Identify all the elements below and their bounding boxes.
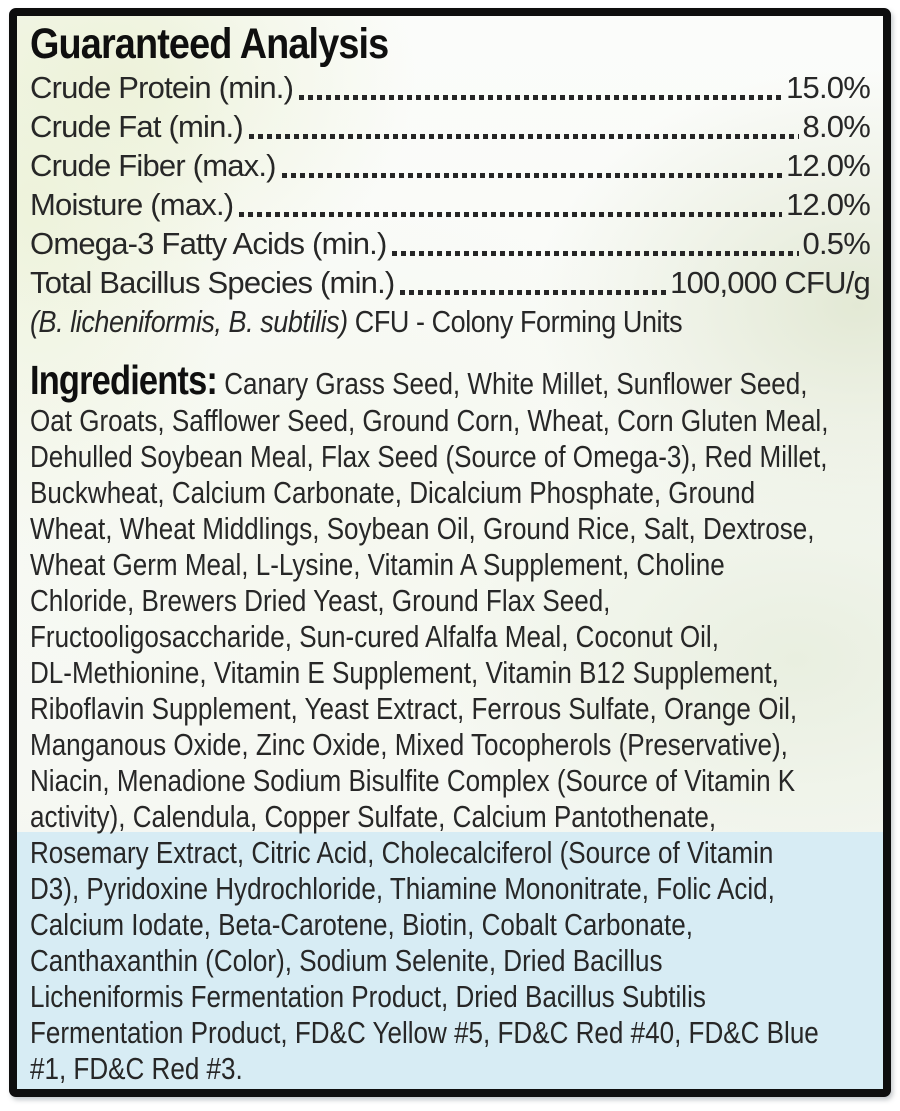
dot-leader bbox=[392, 251, 799, 256]
analysis-row-value: 12.0% bbox=[786, 148, 871, 183]
cfu-note-species: (B. licheniformis, B. subtilis) bbox=[30, 304, 348, 339]
ingredients-line: activity), Calendula, Copper Sulfate, Ca… bbox=[30, 799, 717, 834]
dot-leader bbox=[281, 173, 783, 178]
cfu-note-definition: CFU - Colony Forming Units bbox=[347, 304, 683, 339]
analysis-row: Omega-3 Fatty Acids (min.) 0.5% bbox=[30, 224, 871, 263]
guaranteed-analysis-title: Guaranteed Analysis bbox=[30, 20, 389, 68]
ingredients-line: Manganous Oxide, Zinc Oxide, Mixed Tocop… bbox=[30, 727, 788, 762]
ingredients-line: Calcium Iodate, Beta-Carotene, Biotin, C… bbox=[30, 907, 693, 942]
ingredients-line: Licheniformis Fermentation Product, Drie… bbox=[30, 979, 706, 1014]
ingredients-line: #1, FD&C Red #3. bbox=[30, 1051, 243, 1086]
analysis-row-name: Moisture (max.) bbox=[30, 187, 234, 222]
ingredients-line: D3), Pyridoxine Hydrochloride, Thiamine … bbox=[30, 871, 775, 906]
analysis-row-name: Crude Protein (min.) bbox=[30, 70, 294, 105]
ingredients-line: Canthaxanthin (Color), Sodium Selenite, … bbox=[30, 943, 663, 978]
analysis-row-value: 15.0% bbox=[786, 70, 871, 105]
analysis-row-value: 100,000 CFU/g bbox=[670, 265, 871, 300]
ingredients-line: Ingredients: Canary Grass Seed, White Mi… bbox=[30, 357, 808, 403]
ingredients-line: Oat Groats, Safflower Seed, Ground Corn,… bbox=[30, 403, 829, 438]
analysis-row: Moisture (max.) 12.0% bbox=[30, 185, 871, 224]
ingredients-line: Fructooligosaccharide, Sun-cured Alfalfa… bbox=[30, 619, 719, 654]
analysis-row-name: Crude Fat (min.) bbox=[30, 109, 244, 144]
ingredients-line: Wheat Germ Meal, L-Lysine, Vitamin A Sup… bbox=[30, 547, 725, 582]
ingredients-line: Dehulled Soybean Meal, Flax Seed (Source… bbox=[30, 439, 828, 474]
analysis-row-value: 8.0% bbox=[802, 109, 871, 144]
ingredients-line: DL-Methionine, Vitamin E Supplement, Vit… bbox=[30, 655, 779, 690]
ingredients-line: Wheat, Wheat Middlings, Soybean Oil, Gro… bbox=[30, 511, 815, 546]
dot-leader bbox=[299, 95, 783, 100]
analysis-row: Crude Protein (min.) 15.0% bbox=[30, 68, 871, 107]
ingredients-line: Riboflavin Supplement, Yeast Extract, Fe… bbox=[30, 691, 798, 726]
analysis-row: Crude Fat (min.) 8.0% bbox=[30, 107, 871, 146]
analysis-row-value: 0.5% bbox=[802, 226, 871, 261]
analysis-row-name: Crude Fiber (max.) bbox=[30, 148, 277, 183]
analysis-row-name: Total Bacillus Species (min.) bbox=[30, 265, 395, 300]
ingredients-line: Niacin, Menadione Sodium Bisulfite Compl… bbox=[30, 763, 796, 798]
label-content: Guaranteed Analysis Crude Protein (min.)… bbox=[17, 16, 883, 1089]
ingredients-section: Ingredients: Canary Grass Seed, White Mi… bbox=[30, 357, 870, 1087]
blue-highlight-band bbox=[17, 832, 883, 1089]
ingredients-heading: Ingredients: bbox=[30, 357, 218, 403]
ingredients-line: Buckwheat, Calcium Carbonate, Dicalcium … bbox=[30, 475, 756, 510]
analysis-row-name: Omega-3 Fatty Acids (min.) bbox=[30, 226, 387, 261]
dot-leader bbox=[239, 212, 783, 217]
ingredients-line: Chloride, Brewers Dried Yeast, Ground Fl… bbox=[30, 583, 611, 618]
analysis-row: Total Bacillus Species (min.) 100,000 CF… bbox=[30, 263, 871, 302]
dot-leader bbox=[248, 134, 799, 139]
analysis-row: Crude Fiber (max.) 12.0% bbox=[30, 146, 871, 185]
analysis-rows: Crude Protein (min.) 15.0% Crude Fat (mi… bbox=[30, 68, 871, 302]
analysis-row-value: 12.0% bbox=[786, 187, 871, 222]
dot-leader bbox=[400, 290, 667, 295]
guaranteed-analysis-label: Guaranteed Analysis Crude Protein (min.)… bbox=[9, 8, 891, 1097]
ingredients-line: Fermentation Product, FD&C Yellow #5, FD… bbox=[30, 1015, 819, 1050]
ingredients-line: Rosemary Extract, Citric Acid, Cholecalc… bbox=[30, 835, 774, 870]
cfu-note: (B. licheniformis, B. subtilis) CFU - Co… bbox=[30, 302, 761, 341]
